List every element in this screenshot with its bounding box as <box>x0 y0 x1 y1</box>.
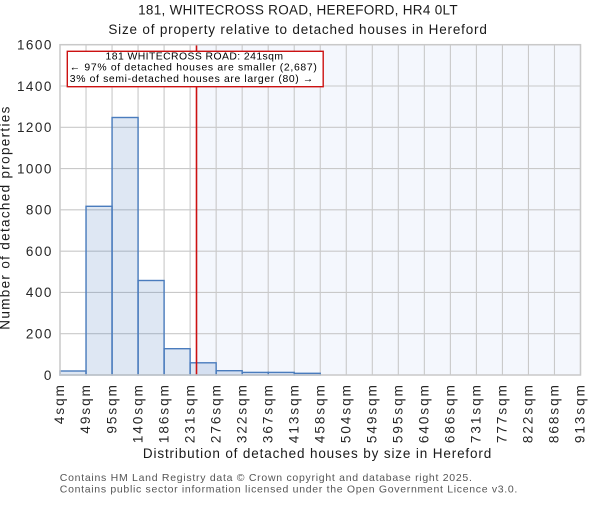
svg-text:Number of detached properties: Number of detached properties <box>0 105 13 329</box>
svg-text:600: 600 <box>26 244 53 259</box>
svg-text:777sqm: 777sqm <box>495 383 510 443</box>
svg-text:181 WHITECROSS ROAD: 241sqm: 181 WHITECROSS ROAD: 241sqm <box>106 51 284 62</box>
svg-text:140sqm: 140sqm <box>130 383 145 443</box>
svg-text:Size of property relative to d: Size of property relative to detached ho… <box>108 22 487 37</box>
svg-text:Contains public sector informa: Contains public sector information licen… <box>60 483 518 495</box>
svg-text:0: 0 <box>44 368 53 383</box>
svg-text:1400: 1400 <box>17 79 53 94</box>
svg-text:181, WHITECROSS ROAD, HEREFORD: 181, WHITECROSS ROAD, HEREFORD, HR4 0LT <box>138 3 458 18</box>
svg-text:413sqm: 413sqm <box>286 383 301 443</box>
svg-text:822sqm: 822sqm <box>521 383 536 443</box>
svg-text:← 97% of detached houses are s: ← 97% of detached houses are smaller (2,… <box>70 63 318 74</box>
svg-text:913sqm: 913sqm <box>573 383 588 443</box>
svg-text:322sqm: 322sqm <box>234 383 249 443</box>
svg-text:Distribution of detached house: Distribution of detached houses by size … <box>143 446 492 461</box>
svg-text:49sqm: 49sqm <box>78 383 93 434</box>
svg-text:1600: 1600 <box>17 38 53 53</box>
svg-text:186sqm: 186sqm <box>156 383 171 443</box>
svg-text:731sqm: 731sqm <box>469 383 484 443</box>
svg-text:686sqm: 686sqm <box>443 383 458 443</box>
svg-text:800: 800 <box>26 203 53 218</box>
svg-text:367sqm: 367sqm <box>260 383 275 443</box>
svg-text:200: 200 <box>26 327 53 342</box>
svg-text:1200: 1200 <box>17 120 53 135</box>
svg-text:3% of semi-detached houses are: 3% of semi-detached houses are larger (8… <box>70 74 314 85</box>
svg-text:400: 400 <box>26 285 53 300</box>
svg-text:231sqm: 231sqm <box>182 383 197 443</box>
svg-text:4sqm: 4sqm <box>52 383 67 424</box>
svg-text:276sqm: 276sqm <box>208 383 223 443</box>
svg-text:1000: 1000 <box>17 161 53 176</box>
svg-text:Contains HM Land Registry data: Contains HM Land Registry data © Crown c… <box>60 472 473 484</box>
svg-text:549sqm: 549sqm <box>365 383 380 443</box>
svg-text:640sqm: 640sqm <box>417 383 432 443</box>
svg-text:458sqm: 458sqm <box>312 383 327 443</box>
svg-text:868sqm: 868sqm <box>547 383 562 443</box>
svg-text:595sqm: 595sqm <box>391 383 406 443</box>
svg-text:95sqm: 95sqm <box>104 383 119 434</box>
svg-text:504sqm: 504sqm <box>338 383 353 443</box>
